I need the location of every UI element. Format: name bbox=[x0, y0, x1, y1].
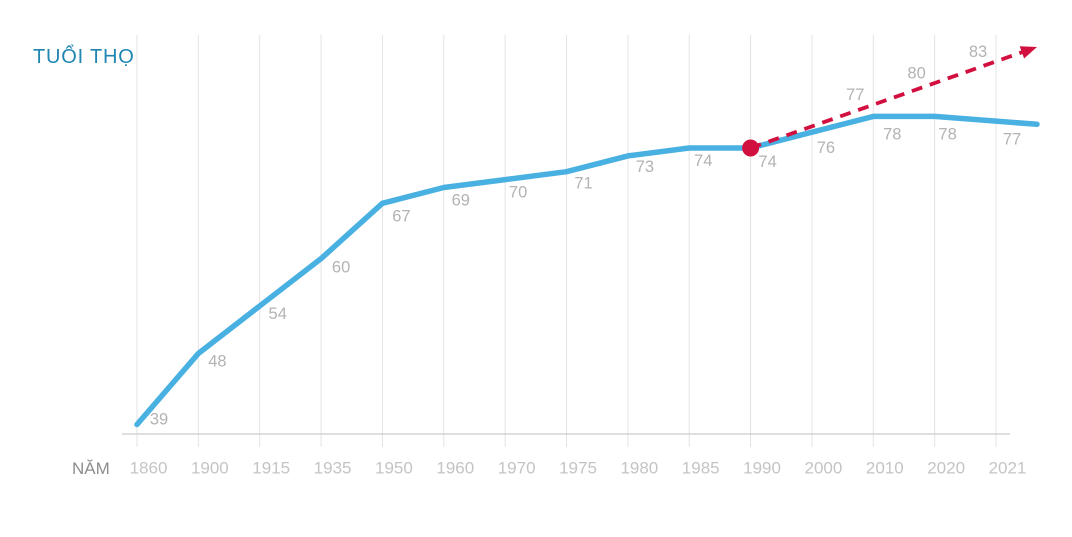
value-label: 76 bbox=[817, 139, 835, 157]
x-tick-label: 1900 bbox=[191, 459, 229, 478]
x-tick-label: 1960 bbox=[436, 459, 474, 478]
projection-label: 80 bbox=[907, 64, 925, 82]
x-tick-label: 2020 bbox=[927, 459, 965, 478]
x-tick-label: 1970 bbox=[498, 459, 536, 478]
value-label: 67 bbox=[392, 207, 410, 225]
value-label: 71 bbox=[574, 175, 592, 193]
value-label: 70 bbox=[509, 184, 527, 202]
x-tick-label: 1860 bbox=[130, 459, 168, 478]
value-label: 54 bbox=[269, 305, 287, 323]
projection-label: 77 bbox=[846, 86, 864, 104]
x-tick-label: 1980 bbox=[620, 459, 658, 478]
value-label: 73 bbox=[636, 158, 654, 176]
x-tick-label: 1935 bbox=[314, 459, 352, 478]
x-tick-label: 1975 bbox=[559, 459, 597, 478]
observed-line bbox=[134, 113, 1040, 428]
projection-arrowhead-icon bbox=[1019, 46, 1037, 59]
projection-line bbox=[749, 49, 1026, 150]
x-tick-label: 1915 bbox=[252, 459, 290, 478]
chart-title: TUỔI THỌ bbox=[33, 46, 135, 68]
x-tick-label: 2000 bbox=[805, 459, 843, 478]
x-tick-label: 1950 bbox=[375, 459, 413, 478]
value-label: 39 bbox=[150, 411, 168, 429]
x-tick-label: 1990 bbox=[743, 459, 781, 478]
x-tick-label: 2010 bbox=[866, 459, 904, 478]
x-tick-label: 2021 bbox=[989, 459, 1027, 478]
value-label: 74 bbox=[758, 153, 776, 171]
value-label: 74 bbox=[694, 152, 712, 170]
value-label: 78 bbox=[883, 125, 901, 143]
x-axis-name: NĂM bbox=[72, 459, 110, 478]
value-label: 77 bbox=[1003, 130, 1021, 148]
projection-label: 83 bbox=[969, 43, 987, 61]
value-label: 69 bbox=[452, 192, 470, 210]
value-label: 60 bbox=[332, 259, 350, 277]
highlight-dot bbox=[742, 139, 760, 157]
x-tick-label: 1985 bbox=[682, 459, 720, 478]
value-label: 78 bbox=[938, 125, 956, 143]
value-label: 48 bbox=[208, 352, 226, 370]
